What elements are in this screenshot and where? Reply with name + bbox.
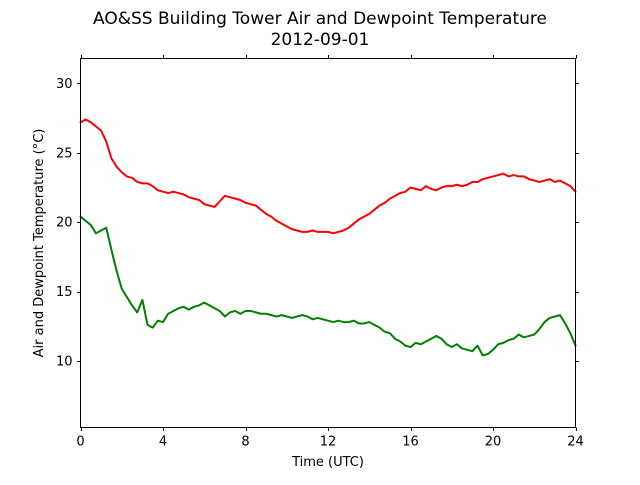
y-axis-label: Air and Dewpoint Temperature (°C) [32,129,47,358]
chart-subtitle: 2012-09-01 [271,30,370,50]
series-layer [79,118,577,357]
x-tick-label: 0 [76,435,84,450]
x-tick-label: 4 [159,435,167,450]
y-tick-label: 30 [56,77,73,92]
x-tick-label: 12 [320,435,337,450]
y-tick-label: 15 [56,285,73,300]
x-axis-label: Time (UTC) [291,455,364,470]
y-tick-label: 10 [56,354,73,369]
axis-ticks: 0 4 8 12 16 20 24 10 15 20 25 30 [56,55,584,450]
x-tick-label: 24 [567,435,584,450]
y-tick-label: 20 [56,216,73,231]
plot-frame [80,58,576,428]
x-tick-label: 8 [241,435,249,450]
series-line-2 [79,215,577,357]
series-line-1 [79,118,577,235]
x-tick-label: 20 [485,435,502,450]
y-tick-label: 25 [56,146,73,161]
x-tick-label: 16 [402,435,419,450]
chart-title: AO&SS Building Tower Air and Dewpoint Te… [93,9,547,29]
